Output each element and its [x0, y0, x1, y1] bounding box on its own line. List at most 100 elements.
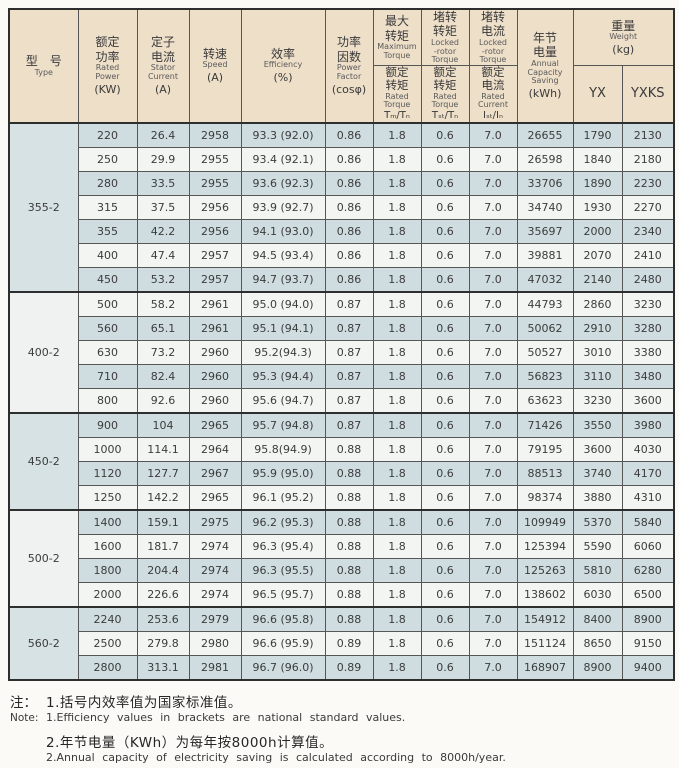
table-cell: 0.6 [420, 436, 470, 462]
table-cell: 2955 [188, 146, 242, 172]
table-cell: 2974 [188, 533, 242, 559]
table-cell: 9400 [621, 654, 675, 681]
table-cell: 0.6 [420, 339, 470, 365]
note-1-en: 1.Efficiency values in brackets are nati… [46, 710, 406, 724]
header-max-torque-rated-zh: 额定 转矩 [385, 65, 409, 93]
table-cell: 2000 [572, 218, 623, 244]
table-cell: 2340 [621, 218, 675, 244]
table-cell: 1120 [77, 460, 138, 486]
table-cell: 2800 [77, 654, 138, 681]
table-cell: 0.6 [420, 194, 470, 220]
table-cell: 1.8 [372, 242, 422, 268]
header-annual-saving-zh: 年节 电量 [532, 30, 557, 60]
table-cell: 0.6 [420, 654, 470, 681]
table-cell: 7.0 [468, 242, 518, 268]
table-cell: 47.4 [136, 242, 190, 268]
table-cell: 0.88 [324, 533, 374, 559]
header-weight-en: Weight [609, 32, 638, 41]
table-cell: 1600 [77, 533, 138, 559]
header-locked-current-ratio: Iₛₜ/Iₙ [483, 110, 503, 122]
table-cell: 50062 [516, 315, 574, 341]
table-cell: 96.6 (95.9) [240, 630, 326, 656]
note-label-zh: 注： [10, 694, 37, 711]
table-cell: 0.87 [324, 290, 374, 317]
table-cell: 204.4 [136, 557, 190, 583]
table-cell: 0.6 [420, 387, 470, 414]
table-cell: 7.0 [468, 170, 518, 196]
table-cell: 3600 [572, 436, 623, 462]
table-cell: 3980 [621, 411, 675, 438]
table-cell: 0.86 [324, 194, 374, 220]
table-cell: 900 [77, 411, 138, 438]
table-cell: 1.8 [372, 654, 422, 681]
table-cell: 104 [136, 411, 190, 438]
table-cell: 630 [77, 339, 138, 365]
table-cell: 2240 [77, 605, 138, 632]
table-cell: 7.0 [468, 654, 518, 681]
table-cell: 7.0 [468, 460, 518, 486]
table-cell: 114.1 [136, 436, 190, 462]
table-cell: 2130 [621, 121, 675, 148]
table-cell: 154912 [516, 605, 574, 632]
table-cell: 1.8 [372, 508, 422, 535]
header-locked-torque-ratio: Tₛₜ/Tₙ [431, 110, 459, 122]
table-cell: 56823 [516, 363, 574, 389]
table-cell: 2979 [188, 605, 242, 632]
table-cell: 1930 [572, 194, 623, 220]
table-cell: 7.0 [468, 218, 518, 244]
table-cell: 4030 [621, 436, 675, 462]
table-cell: 3110 [572, 363, 623, 389]
table-cell: 1.8 [372, 630, 422, 656]
header-efficiency-en: Efficiency [263, 60, 303, 70]
table-cell: 0.6 [420, 460, 470, 486]
table-cell: 92.6 [136, 387, 190, 414]
table-cell: 3280 [621, 315, 675, 341]
table-cell: 151124 [516, 630, 574, 656]
table-row: 500-2 1400 159.1 2975 96.2 (95.3) 0.88 1.8 0.6 7… [8, 508, 675, 608]
type-cell: 560-2 [8, 605, 79, 681]
table-cell: 220 [77, 121, 138, 148]
table-cell: 0.6 [420, 363, 470, 389]
table-cell: 0.89 [324, 630, 374, 656]
table-cell: 2975 [188, 508, 242, 535]
type-cell: 400-2 [8, 290, 79, 414]
table-cell: 1.8 [372, 484, 422, 511]
table-cell: 39881 [516, 242, 574, 268]
table-cell: 2961 [188, 315, 242, 341]
table-cell: 7.0 [468, 630, 518, 656]
table-cell: 7.0 [468, 436, 518, 462]
table-cell: 2410 [621, 242, 675, 268]
table-cell: 93.9 (92.7) [240, 194, 326, 220]
header-locked-current-top: 堵转 电流 Locked -rotor Torque [468, 8, 518, 67]
header-max-torque-en: Maximum Torque [377, 42, 417, 60]
table-cell: 3880 [572, 484, 623, 511]
header-weight-zh: 重量 [611, 18, 636, 33]
table-cell: 280 [77, 170, 138, 196]
table-cell: 400 [77, 242, 138, 268]
table-cell: 1000 [77, 436, 138, 462]
table-cell: 1.8 [372, 339, 422, 365]
table-cell: 9150 [621, 630, 675, 656]
table-cell: 3010 [572, 339, 623, 365]
table-cell: 1.8 [372, 218, 422, 244]
table-cell: 313.1 [136, 654, 190, 681]
table-cell: 315 [77, 194, 138, 220]
table-cell: 7.0 [468, 387, 518, 414]
table-cell: 95.2(94.3) [240, 339, 326, 365]
table-cell: 109949 [516, 508, 574, 535]
table-cell: 1.8 [372, 146, 422, 172]
table-cell: 0.6 [420, 121, 470, 148]
header-locked-torque-top: 堵转 转矩 Locked -rotor Torque [420, 8, 470, 67]
table-cell: 0.88 [324, 605, 374, 632]
table-cell: 47032 [516, 266, 574, 293]
table-cell: 1.8 [372, 266, 422, 293]
table-cell: 0.86 [324, 266, 374, 293]
table-row: 355-2 220 26.4 2958 93.3 (92.0) 0.86 1.8 0.6 7.0… [8, 121, 675, 293]
table-cell: 1.8 [372, 315, 422, 341]
table-cell: 0.88 [324, 557, 374, 583]
table-cell: 2140 [572, 266, 623, 293]
header-annual-saving: 年节 电量 Annual Capacity Saving (kWh) [516, 8, 574, 124]
header-efficiency-zh: 效率 [270, 46, 295, 61]
table-cell: 0.88 [324, 484, 374, 511]
table-cell: 2974 [188, 581, 242, 608]
